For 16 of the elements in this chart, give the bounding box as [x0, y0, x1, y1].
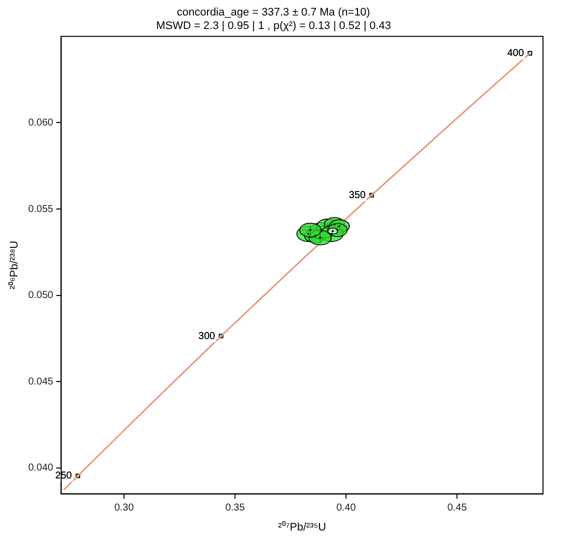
- x-axis-title: ²⁰⁷Pb/²³⁵U: [278, 520, 326, 534]
- annotation: 400: [507, 48, 524, 60]
- x-tick-label: 0.35: [225, 502, 246, 514]
- y-axis-title: ²⁰⁶Pb/²³⁸U: [8, 240, 21, 290]
- annotation: 300: [198, 330, 216, 342]
- x-tick-label: 0.40: [336, 502, 356, 514]
- x-tick-label: 0.30: [114, 502, 134, 514]
- y-tick-label: 0.045: [28, 376, 54, 388]
- y-tick-label: 0.040: [28, 462, 54, 474]
- y-tick-label: 0.055: [28, 204, 54, 215]
- annotation: 350: [348, 190, 366, 201]
- chart-title: concordia_age = 337.3 ± 0.7 Ma (n=10): [176, 6, 370, 19]
- x-tick-label: 0.45: [447, 502, 468, 514]
- y-tick-label: 0.060: [28, 117, 54, 128]
- chart-subtitle: MSWD = 2.3 | 0.95 | 1 , p(χ²) = 0.13 | 0.52 | 0.43: [156, 20, 391, 32]
- y-tick-label: 0.050: [28, 290, 54, 302]
